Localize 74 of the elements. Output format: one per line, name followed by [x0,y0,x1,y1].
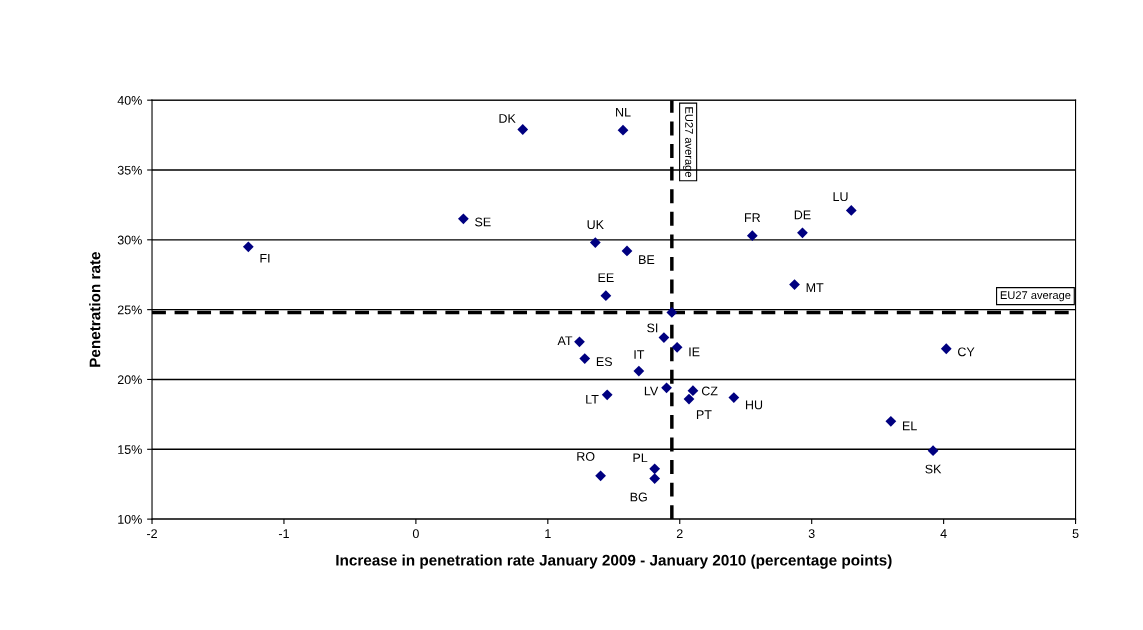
annotation: BE [639,255,655,264]
x-axis-title: Increase in penetration rate January 2009 - January 2010 (percentage points) [336,554,892,569]
y-tick-label: 40% [117,95,142,105]
point [885,415,897,427]
point [517,124,529,135]
y-axis-title: Penetration rate [89,252,101,367]
point [927,445,939,457]
point [683,393,695,405]
point [621,245,633,257]
point [940,343,952,355]
point [666,307,678,318]
annotation: DK [499,114,516,123]
annotation: PT [696,410,712,419]
point [671,341,683,353]
annotation: LT [586,395,599,404]
ref-line-label: EU27 average [682,107,694,177]
point [728,392,740,403]
y-tick-label: 20% [117,375,142,385]
annotation: SE [475,217,491,227]
point [845,205,857,216]
x-tick-label: -1 [278,529,289,538]
annotation: ES [596,357,612,367]
y-tick-label: 30% [117,235,142,245]
point [789,279,800,290]
x-tick-label: -2 [147,529,157,538]
point [649,473,661,484]
point [617,124,629,136]
point [658,332,670,343]
annotation: FR [745,213,761,222]
x-tick-label: 2 [676,529,683,538]
annotation: PL [633,453,648,463]
annotation: LV [644,386,659,396]
point [458,213,469,225]
x-tick-label: 1 [545,529,551,538]
x-tick-label: 0 [412,529,419,539]
point [687,385,699,397]
annotation: RO [577,452,595,461]
point [797,227,808,239]
y-tick-label: 25% [117,305,142,315]
annotation: CY [958,347,975,357]
annotation: LU [833,192,848,202]
annotation: FI [260,253,270,263]
point [601,389,613,401]
annotation: EL [902,421,917,431]
point [579,353,591,364]
annotation: HU [745,400,763,410]
point [661,382,672,394]
y-tick-label: 15% [118,445,142,454]
annotation: DE [794,210,811,220]
annotation: AT [557,336,573,345]
point [574,336,585,348]
annotation: SK [925,464,942,474]
x-tick-label: 4 [940,529,947,538]
ref-line-label: EU27 average [1000,291,1071,302]
annotation: IE [689,347,700,357]
x-tick-label: 5 [1072,529,1079,539]
annotation: IT [634,350,645,359]
annotation: UK [587,220,604,230]
point [600,290,612,302]
point [242,241,254,253]
annotation: SI [647,323,658,333]
annotation: EE [598,273,614,282]
point [649,463,661,475]
annotation: CZ [701,386,718,396]
y-tick-label: 10% [118,514,142,524]
point [595,470,606,482]
annotation: MT [806,283,824,292]
point [746,230,758,242]
annotation: BG [630,492,647,502]
point [589,237,601,248]
x-tick-label: 3 [808,529,815,539]
point [633,365,645,377]
annotation: NL [616,107,631,117]
y-tick-label: 35% [117,165,142,175]
